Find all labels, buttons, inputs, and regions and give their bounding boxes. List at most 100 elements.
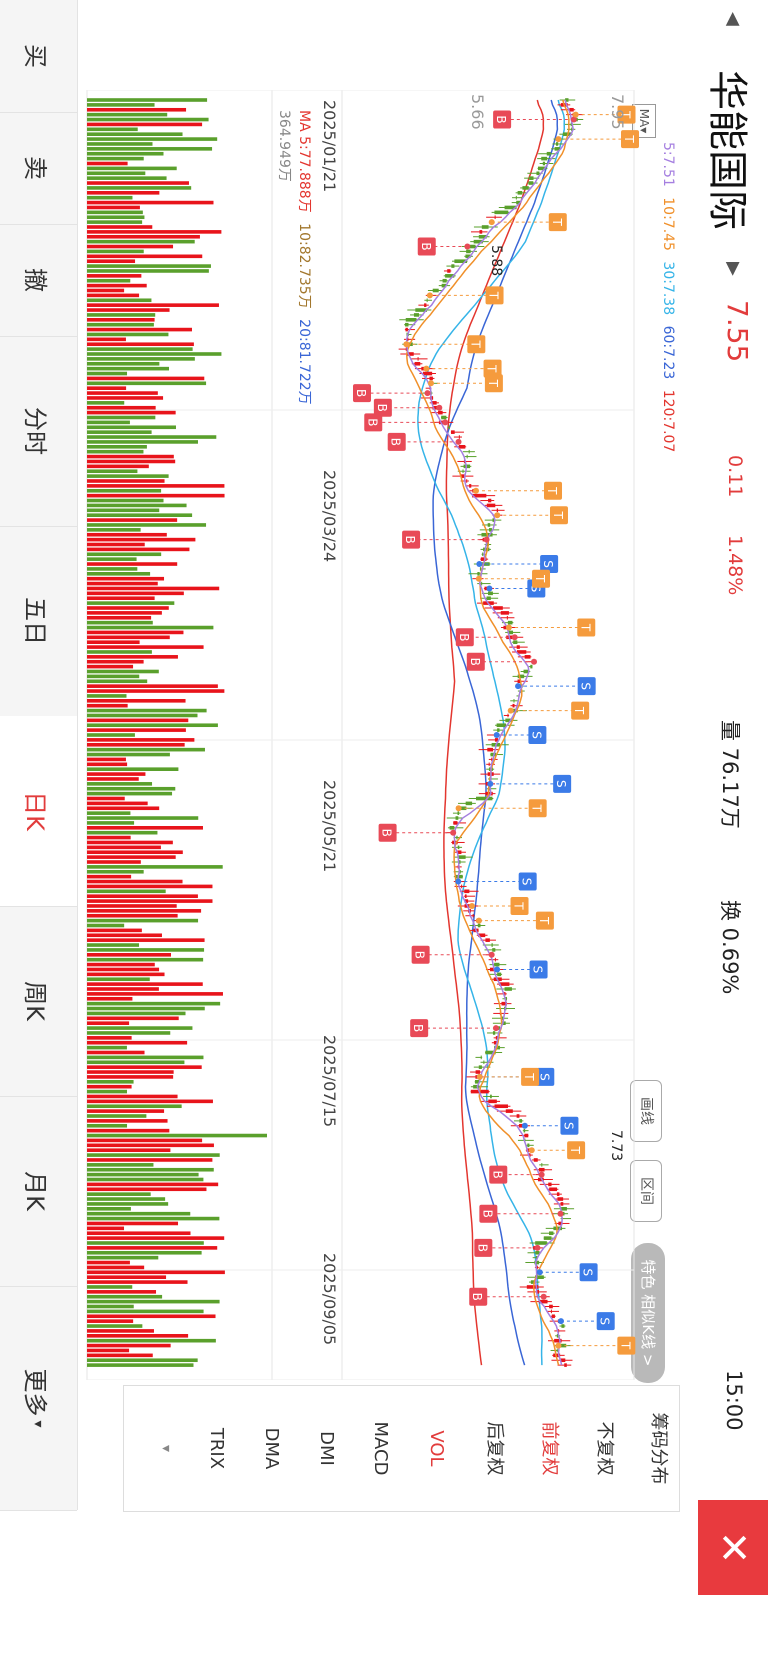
indicator-macd[interactable]: MACD	[370, 1421, 391, 1476]
ma-path	[432, 99, 559, 1366]
candle-body	[486, 503, 496, 508]
candle-body	[538, 1167, 545, 1172]
indicator-trix[interactable]: TRIX	[206, 1427, 227, 1470]
volume-bar	[86, 830, 158, 835]
volume-bar	[87, 1290, 157, 1294]
volume-bar	[87, 948, 205, 952]
stock-name[interactable]: 华能国际	[704, 70, 750, 230]
chip-distribution-tab[interactable]: 筹码分布	[648, 1412, 669, 1485]
marker-dot	[483, 536, 490, 543]
close-button[interactable]: ✕	[698, 1500, 768, 1595]
marker-box	[535, 911, 554, 930]
next-stock-icon[interactable]: ▶	[723, 262, 744, 276]
indicator-vol[interactable]: VOL	[426, 1430, 447, 1467]
candle-body	[456, 835, 458, 840]
volume-bar	[87, 1309, 204, 1314]
ma10-label: 10:7.45	[660, 197, 676, 251]
more-indicators-icon[interactable]: ▾	[158, 1444, 174, 1453]
volume-bar	[87, 528, 141, 532]
marker-dot	[570, 116, 577, 123]
marker-box	[485, 286, 504, 305]
candle-body	[546, 151, 551, 156]
marker-box	[467, 335, 486, 354]
volume-bar	[86, 484, 225, 488]
marker-label: B	[365, 418, 379, 426]
kline-chart[interactable]: BBBBBBBBBBBBBBBBSSSSSSSSSSSTTTTTTTTTTTTT…	[82, 90, 642, 1380]
nav-weekly-k[interactable]: 周K	[0, 906, 77, 1097]
volume-bar	[86, 215, 145, 220]
nav-five-day[interactable]: 五日	[0, 526, 77, 717]
backward-adjust-option[interactable]: 后复权	[484, 1421, 505, 1476]
marker-dot	[450, 829, 457, 836]
volume-bar	[87, 234, 200, 239]
marker-box	[549, 506, 568, 525]
volume-bar	[87, 205, 140, 210]
candle-body	[504, 987, 512, 991]
candle-body	[405, 322, 409, 327]
nav-more[interactable]: 更多 ▾	[0, 1286, 77, 1511]
candle-body	[554, 147, 560, 151]
nav-buy[interactable]: 买	[0, 0, 77, 113]
marker-label: B	[419, 242, 433, 250]
ma5-label: 5:7.51	[660, 142, 676, 187]
no-adjust-option[interactable]: 不复权	[594, 1421, 615, 1476]
nav-cancel[interactable]: 撤	[0, 224, 77, 337]
candle-body	[438, 410, 443, 415]
marker-label: S	[520, 878, 534, 886]
volume-bar	[86, 464, 149, 469]
marker-box	[536, 1067, 555, 1086]
volume-bar	[87, 742, 185, 747]
candle-body	[507, 713, 509, 718]
marker-box	[577, 618, 596, 637]
marker-dot	[540, 1293, 547, 1300]
candle-body	[475, 1070, 480, 1074]
volume-bar	[87, 786, 176, 791]
ma10-line	[405, 99, 570, 1366]
volume-bar	[87, 225, 153, 229]
bottom-nav: 买 卖 撤 分时 五日 日K 周K 月K 更多 ▾	[0, 0, 78, 1511]
candle-body	[451, 430, 455, 434]
nav-daily-k[interactable]: 日K	[0, 716, 77, 907]
marker-box	[373, 398, 392, 417]
volume-bar	[86, 264, 211, 268]
candle-body	[513, 699, 515, 703]
prev-stock-icon[interactable]: ◀	[723, 12, 744, 26]
marker-box	[560, 1116, 579, 1135]
forward-adjust-option[interactable]: 前复权	[539, 1421, 560, 1476]
volume-bar	[87, 557, 137, 561]
volume-bar	[87, 591, 184, 596]
marker-box	[489, 1165, 508, 1184]
candle-body	[488, 528, 492, 532]
nav-monthly-k[interactable]: 月K	[0, 1096, 77, 1287]
candle-body	[465, 801, 473, 806]
volume-bar	[86, 503, 187, 508]
volume-bar	[86, 615, 152, 620]
volume-bar	[86, 1094, 178, 1099]
indicator-dmi[interactable]: DMI	[316, 1431, 337, 1466]
volume-bar	[87, 1143, 214, 1148]
indicator-dma[interactable]: DMA	[261, 1427, 282, 1470]
volume-bar	[86, 449, 144, 454]
marker-dot	[492, 1025, 499, 1032]
volume-bar	[86, 562, 178, 566]
volume-bar	[86, 635, 170, 640]
marker-dot	[486, 585, 493, 592]
candle-body	[447, 269, 451, 273]
nav-intraday[interactable]: 分时	[0, 336, 77, 527]
volume-bar	[87, 332, 169, 337]
candle-body	[550, 1309, 552, 1314]
volume-bar	[86, 972, 165, 977]
nav-sell[interactable]: 卖	[0, 112, 77, 225]
candle-body	[449, 826, 455, 830]
volume-bar	[87, 894, 198, 898]
candle-body	[426, 298, 428, 303]
marker-box	[479, 1204, 498, 1223]
marker-dot	[464, 243, 471, 250]
marker-dot	[536, 1269, 543, 1276]
volume-bar	[87, 845, 161, 850]
marker-box	[521, 1067, 540, 1086]
volume-bar	[86, 542, 145, 547]
volume-bar	[86, 1280, 188, 1284]
volume-bar	[87, 239, 195, 244]
